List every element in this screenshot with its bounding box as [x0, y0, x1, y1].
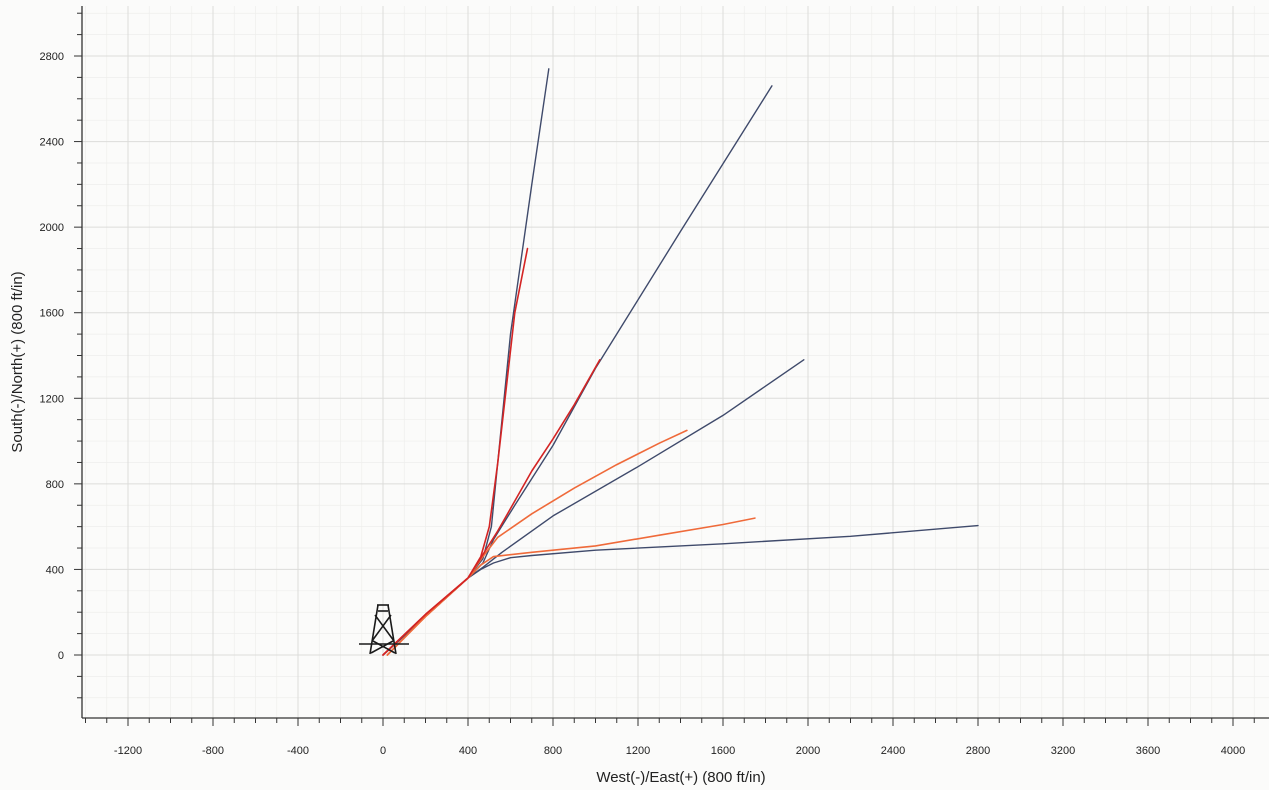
x-tick-label: -1200	[114, 745, 142, 757]
rig-leg-left	[369, 604, 379, 655]
major-gridlines	[82, 6, 1269, 718]
minor-gridlines	[82, 6, 1269, 718]
x-tick-label: 800	[544, 745, 562, 757]
x-tick-label: 2000	[796, 745, 820, 757]
well-trajectories	[382, 68, 979, 656]
x-tick-label: 1200	[626, 745, 650, 757]
rig-brace-3	[370, 640, 394, 654]
x-tick-label: 3600	[1136, 745, 1160, 757]
x-tick-label: -800	[202, 745, 224, 757]
y-axis-title: South(-)/North(+) (800 ft/in)	[9, 271, 26, 452]
y-tick-label: 2400	[40, 137, 64, 149]
y-tick-label: 800	[46, 479, 64, 491]
x-tick-label: 0	[380, 745, 386, 757]
x-tick-label: 4000	[1221, 745, 1245, 757]
x-axis-title: West(-)/East(+) (800 ft/in)	[596, 769, 765, 786]
drilling-rig-icon	[359, 604, 409, 655]
y-tick-label: 1600	[40, 308, 64, 320]
rig-brace-2	[374, 614, 395, 642]
rig-leg-right	[387, 604, 397, 655]
x-tick-label: 400	[459, 745, 477, 757]
x-tick-label: -400	[287, 745, 309, 757]
x-tick-label: 2400	[881, 745, 905, 757]
y-tick-label: 2800	[40, 51, 64, 63]
y-tick-label: 2000	[40, 222, 64, 234]
rig-brace-4	[372, 640, 396, 654]
rig-brace-1	[371, 614, 392, 642]
x-tick-label: 3200	[1051, 745, 1075, 757]
x-tick-label: 2800	[966, 745, 990, 757]
axes: -1200 -800 -400 0 400 800 1200 1600 2000 2400 2800…	[40, 6, 1269, 757]
y-tick-label: 1200	[40, 393, 64, 405]
y-tick-label: 0	[58, 650, 64, 662]
actual-trajectory-line-5	[382, 358, 601, 656]
x-tick-label: 1600	[711, 745, 735, 757]
y-tick-label: 400	[46, 564, 64, 576]
